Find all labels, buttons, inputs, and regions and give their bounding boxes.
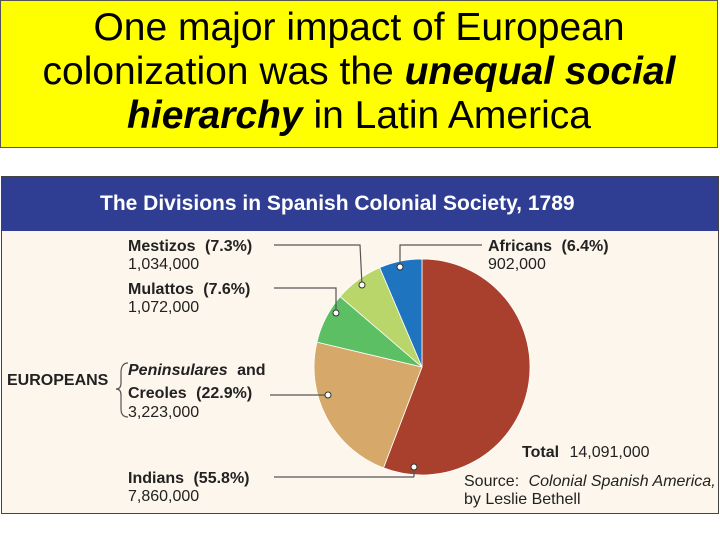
- pie-slices: [313, 258, 531, 476]
- headline-emphasis: unequal social hierarchy: [127, 50, 676, 137]
- marker-mestizos: [358, 281, 366, 289]
- label-creoles: Creoles (22.9%): [128, 385, 252, 402]
- peninsulares-name: Peninsulares: [128, 362, 228, 379]
- leader-mulattos: [274, 287, 337, 313]
- headline-part-1: One major impact of European colonizatio…: [42, 6, 625, 93]
- slide-headline: One major impact of European colonizatio…: [0, 0, 718, 148]
- africans-count: 902,000: [488, 256, 546, 273]
- pie-slice-peninsulares_creoles: [313, 341, 423, 469]
- indians-percent: (55.8%): [193, 470, 249, 487]
- pie-chart: Mestizos (7.3%) 1,034,000 Mulattos (7.6%…: [7, 238, 716, 508]
- headline-part-2: in Latin America: [302, 94, 591, 137]
- label-mulattos: Mulattos (7.6%): [128, 281, 250, 298]
- mestizos-name: Mestizos: [128, 238, 196, 255]
- creoles-name: Creoles: [128, 385, 187, 402]
- africans-percent: (6.4%): [561, 238, 608, 255]
- indians-count: 7,860,000: [128, 488, 199, 505]
- europeans-brace: [115, 362, 129, 418]
- label-mestizos: Mestizos (7.3%): [128, 238, 252, 255]
- indians-name: Indians: [128, 470, 184, 487]
- peninsulares-and: and: [237, 362, 265, 379]
- chart-title: The Divisions in Spanish Colonial Societ…: [2, 177, 718, 231]
- mestizos-count: 1,034,000: [128, 256, 199, 273]
- mulattos-name: Mulattos: [128, 281, 194, 298]
- total-label: Total: [522, 444, 559, 461]
- marker-mulattos: [332, 309, 340, 317]
- creoles-count: 3,223,000: [128, 404, 199, 421]
- africans-name: Africans: [488, 238, 552, 255]
- mulattos-count: 1,072,000: [128, 299, 199, 316]
- marker-peninsulares: [324, 391, 332, 399]
- marker-indians: [410, 463, 418, 471]
- total-value: 14,091,000: [569, 444, 649, 461]
- label-africans: Africans (6.4%): [488, 238, 609, 255]
- mestizos-percent: (7.3%): [205, 238, 252, 255]
- marker-africans: [396, 263, 404, 271]
- leader-africans: [399, 244, 482, 267]
- europeans-group-label: EUROPEANS: [7, 372, 109, 389]
- total-label-group: Total 14,091,000: [522, 444, 650, 461]
- creoles-percent: (22.9%): [196, 385, 252, 402]
- source-author: by Leslie Bethell: [464, 491, 581, 508]
- label-indians: Indians (55.8%): [128, 470, 250, 487]
- source-prefix: Source:: [464, 473, 519, 490]
- pie-slice-indians: [382, 258, 531, 476]
- source-title: Colonial Spanish America,: [529, 473, 716, 490]
- leader-mestizos: [274, 244, 363, 286]
- source-line-1: Source: Colonial Spanish America,: [464, 473, 716, 490]
- mulattos-percent: (7.6%): [203, 281, 250, 298]
- label-peninsulares: Peninsulares and: [128, 362, 266, 379]
- pie-chart-figure: The Divisions in Spanish Colonial Societ…: [1, 176, 719, 514]
